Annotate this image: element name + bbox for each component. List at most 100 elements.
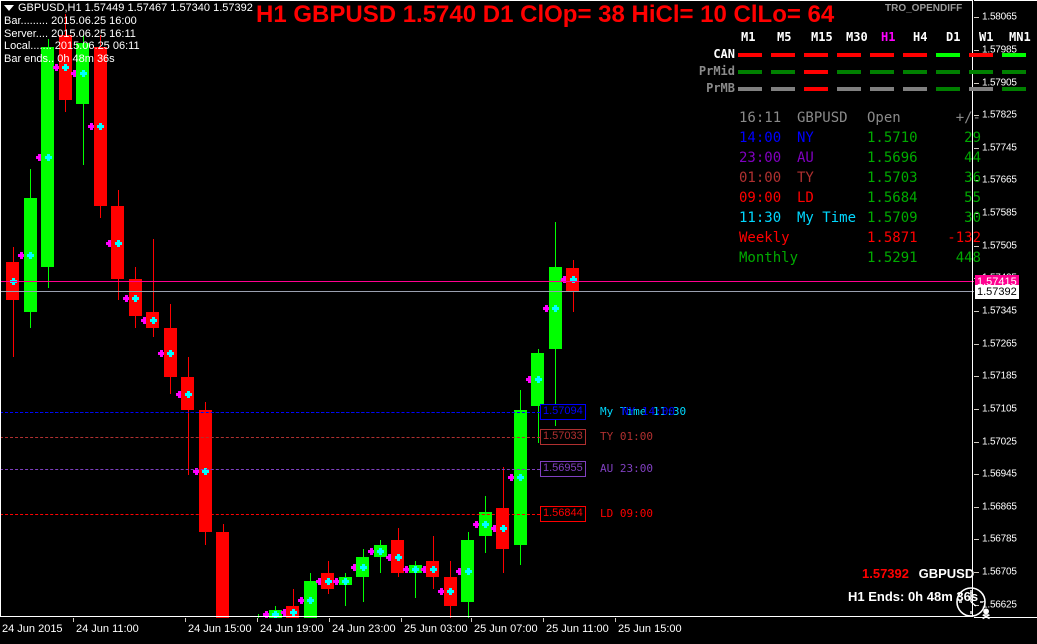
magenta-cross-marker [456,568,463,575]
timeframe-d1[interactable]: D1 [946,30,961,44]
indicator-cell [969,87,993,91]
price-tick-label: 1.57505 [982,240,1017,252]
indicator-cell [870,87,894,91]
cyan-cross-marker [482,521,489,528]
session-price-label[interactable]: 1.57033 [540,429,586,445]
candle-wick [293,589,294,618]
price-tick-label: 1.56865 [982,501,1017,513]
session-delta: 30 [964,210,981,226]
session-price-label[interactable]: 1.56955 [540,461,586,477]
session-time: 23:00 [739,150,782,166]
indicator-cell [903,87,927,91]
magenta-cross-marker [71,70,78,77]
magenta-cross-marker [106,240,113,247]
cyan-cross-marker [465,568,472,575]
time-axis-label: 25 Jun 15:00 [618,623,682,635]
timeframe-h4[interactable]: H4 [913,30,928,44]
price-tick-label: 1.57585 [982,207,1017,219]
candle-wick [153,238,154,337]
price-tick-label: 1.57665 [982,174,1017,186]
session-line-tag: NY 14:00 [622,405,675,418]
cyan-cross-marker [552,305,559,312]
session-dashed-line [0,412,540,413]
session-dashed-line [0,437,540,438]
session-name: LD [797,190,814,206]
price-tick [974,17,979,18]
indicator-cell [837,87,861,91]
price-tick-label: 1.56785 [982,533,1017,545]
timeframe-m15[interactable]: M15 [811,30,833,44]
magenta-cross-marker [491,525,498,532]
price-tick [974,311,979,312]
indicator-cell [804,70,828,74]
magenta-cross-marker [508,474,515,481]
price-tick-label: 1.57905 [982,77,1017,89]
magenta-cross-marker [18,252,25,259]
symbol-header-row[interactable]: GBPUSD,H1 1.57449 1.57467 1.57340 1.5739… [4,2,253,15]
magenta-cross-marker [88,123,95,130]
session-open: 1.5696 [867,150,918,166]
price-tick [974,180,979,181]
time-axis-label: 24 Jun 2015 [2,623,63,635]
sessions-header-time: 16:11 [739,110,782,126]
price-tick-label: 1.58065 [982,11,1017,23]
price-tick [974,572,979,573]
indicator-row-label: PrMB [706,81,735,95]
chevron-down-icon[interactable] [4,5,14,12]
indicator-cell [969,53,993,57]
cyan-cross-marker [535,376,542,383]
indicator-cell [771,87,795,91]
session-time: 09:00 [739,190,782,206]
time-tick [73,618,74,622]
magenta-cross-marker [351,564,358,571]
indicator-cell [837,70,861,74]
magenta-cross-marker [53,64,60,71]
magenta-cross-marker [403,566,410,573]
timeframe-mn1[interactable]: MN1 [1009,30,1031,44]
session-price-label[interactable]: 1.57094 [540,404,586,420]
session-time: Monthly [739,250,799,266]
magenta-cross-marker [316,578,323,585]
price-tick [974,474,979,475]
cyan-cross-marker [115,240,122,247]
time-axis[interactable]: 24 Jun 2015 24 Jun 11:00 24 Jun 15:00 24 Ju… [0,618,1037,644]
timeframe-m30[interactable]: M30 [846,30,868,44]
timeframe-m5[interactable]: M5 [777,30,792,44]
price-tick-label: 1.57265 [982,338,1017,350]
session-time: Weekly [739,230,790,246]
magenta-cross-marker [438,588,445,595]
timeframe-h1[interactable]: H1 [881,30,896,44]
magenta-cross-marker [36,154,43,161]
price-tick [974,246,979,247]
timeframe-m1[interactable]: M1 [741,30,756,44]
cyan-cross-marker [377,548,384,555]
price-tick [974,376,979,377]
indicator-cell [903,53,927,57]
price-axis[interactable]: 1.58065 1.57985 1.57905 1.57825 1.57745 1.576… [974,0,1037,618]
session-line-tag: TY 01:00 [600,430,653,443]
cyan-cross-marker [272,611,279,618]
cyan-cross-marker [97,123,104,130]
bid-price-line [0,291,974,292]
time-axis-label: 24 Jun 11:00 [76,623,139,635]
timeframe-w1[interactable]: W1 [979,30,994,44]
session-price-label[interactable]: 1.56844 [540,506,586,522]
magenta-cross-marker [526,376,533,383]
session-open: 1.5291 [867,250,918,266]
indicator-cell [936,70,960,74]
candle-body [216,532,229,618]
page-title: H1 GBPUSD 1.5740 D1 ClOp= 38 HiCl= 10 Cl… [256,1,835,28]
session-time: 11:30 [739,210,782,226]
cyan-cross-marker [430,566,437,573]
indicator-cell [771,70,795,74]
indicator-cell [936,53,960,57]
candle-wick [258,613,259,618]
cyan-cross-marker [27,252,34,259]
price-tick [974,213,979,214]
cyan-cross-marker [290,609,297,616]
price-tick [974,148,979,149]
cyan-cross-marker [360,564,367,571]
session-dashed-line [0,469,540,470]
